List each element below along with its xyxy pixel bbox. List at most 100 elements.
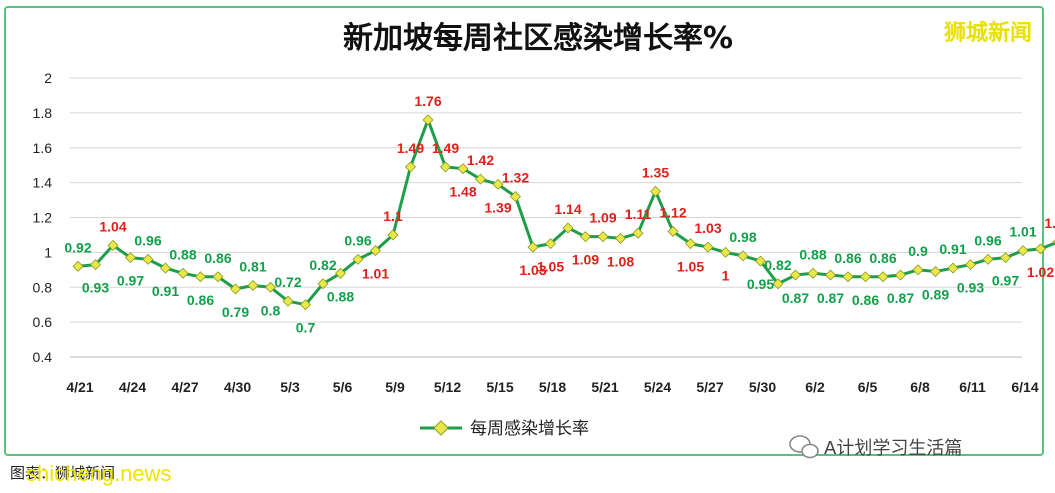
legend-label: 每周感染增长率: [470, 419, 589, 439]
data-point: [1034, 243, 1047, 255]
x-tick-label: 5/30: [749, 379, 776, 395]
data-label: 1.05: [537, 259, 564, 275]
data-label: 1.01: [362, 266, 389, 282]
data-point: [632, 227, 644, 239]
data-point: [387, 229, 399, 241]
data-label: 0.95: [747, 276, 774, 292]
data-point: [247, 279, 259, 292]
data-label: 1.49: [432, 140, 459, 156]
data-point: [474, 173, 487, 185]
data-label: 0.88: [169, 246, 196, 262]
data-label: 0.87: [817, 290, 844, 306]
y-tick-label: 1.8: [33, 105, 53, 121]
data-label: 0.86: [834, 250, 861, 266]
data-point: [772, 278, 784, 290]
y-tick-label: 1.2: [33, 210, 53, 226]
data-point: [1017, 245, 1029, 257]
data-label: 0.87: [782, 290, 809, 306]
data-point: [177, 267, 189, 279]
data-label: 0.91: [939, 241, 966, 257]
data-label: 0.86: [187, 292, 214, 308]
data-point: [684, 238, 697, 250]
data-point: [352, 253, 364, 265]
data-point: [877, 271, 889, 283]
x-tick-label: 5/18: [539, 379, 566, 395]
data-point: [894, 269, 907, 281]
data-label: 0.87: [887, 290, 914, 306]
x-tick-label: 5/15: [486, 379, 513, 395]
y-tick-label: 1.6: [33, 140, 53, 156]
data-label: 1.02: [1027, 264, 1054, 280]
data-point: [439, 161, 452, 173]
x-tick-label: 6/14: [1011, 379, 1038, 395]
x-tick-label: 6/5: [858, 379, 878, 395]
data-point: [282, 295, 294, 307]
data-label: 1: [722, 267, 730, 283]
data-label: 0.91: [152, 283, 179, 299]
x-tick-label: 6/8: [910, 379, 930, 395]
data-point: [667, 225, 679, 237]
data-point: [737, 250, 749, 262]
data-label: 1.76: [414, 93, 441, 109]
data-label: 1.08: [607, 253, 634, 269]
data-point: [702, 241, 714, 253]
data-label: 0.96: [974, 232, 1001, 248]
data-label: 1.42: [467, 152, 494, 168]
x-tick-label: 4/21: [66, 379, 93, 395]
data-point: [807, 267, 819, 279]
data-point: [789, 269, 802, 281]
data-label: 1.49: [397, 140, 424, 156]
data-point: [492, 178, 504, 190]
data-label: 0.96: [344, 232, 371, 248]
data-label: 0.82: [764, 257, 791, 273]
wechat-account: A计划学习生活篇: [824, 438, 962, 459]
data-point: [299, 299, 312, 311]
x-tick-label: 5/21: [591, 379, 618, 395]
data-point: [719, 246, 732, 258]
data-point: [124, 252, 137, 264]
data-label: 1.09: [572, 252, 599, 268]
data-label: 0.86: [869, 250, 896, 266]
data-label: 0.89: [922, 287, 949, 303]
data-point: [229, 283, 242, 295]
data-label: 0.79: [222, 304, 249, 320]
data-point: [824, 269, 837, 281]
data-label: 0.8: [261, 302, 281, 318]
data-point: [142, 253, 154, 265]
data-point: [317, 278, 329, 290]
data-label: 1.48: [449, 184, 476, 200]
legend: 每周感染增长率: [420, 419, 589, 439]
data-point: [544, 238, 557, 250]
data-point: [457, 163, 469, 175]
x-tick-label: 5/12: [434, 379, 461, 395]
data-label: 0.97: [992, 273, 1019, 289]
data-point: [212, 271, 224, 283]
data-label: 1.06: [1044, 215, 1055, 231]
data-label: 1.05: [677, 259, 704, 275]
data-point: [579, 231, 592, 243]
data-point: [964, 259, 977, 271]
x-tick-label: 6/2: [805, 379, 825, 395]
data-point: [89, 259, 102, 271]
data-point: [929, 266, 942, 278]
data-point: [859, 271, 872, 283]
data-point: [264, 281, 277, 293]
data-point: [509, 191, 522, 203]
data-label: 1.03: [694, 220, 721, 236]
data-label: 1.1: [383, 208, 403, 224]
data-label: 1.01: [1009, 224, 1036, 240]
data-point: [527, 241, 539, 253]
data-label: 0.86: [204, 250, 231, 266]
data-label: 1.35: [642, 164, 669, 180]
data-label: 1.32: [502, 170, 529, 186]
data-point: [334, 267, 347, 279]
data-label: 0.88: [799, 246, 826, 262]
data-label: 1.12: [659, 204, 686, 220]
data-label: 0.72: [274, 274, 301, 290]
data-point: [754, 255, 767, 267]
data-label: 0.86: [852, 292, 879, 308]
legend-marker-swatch: [433, 420, 449, 436]
data-point: [842, 271, 854, 283]
data-point: [562, 222, 574, 234]
